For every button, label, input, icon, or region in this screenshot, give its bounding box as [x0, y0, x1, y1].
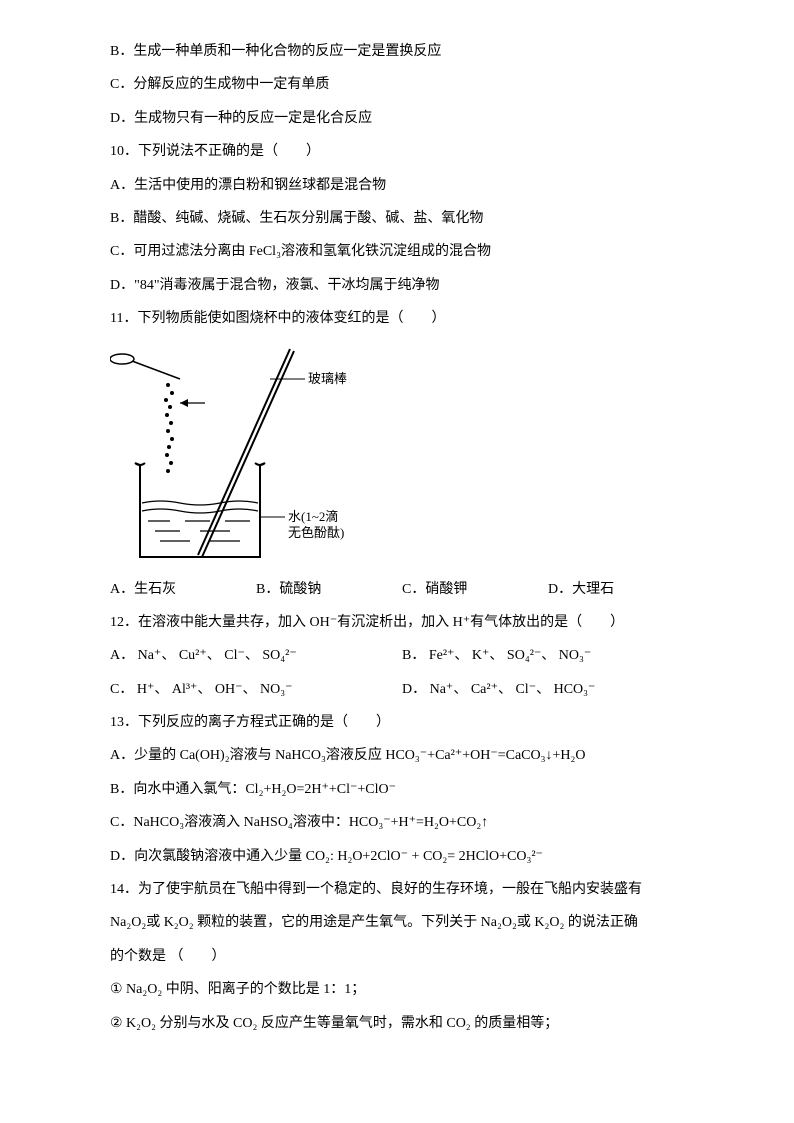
q12-option-b: B． Fe²⁺、 K⁺、 SO₄²⁻、 NO₃⁻ — [402, 645, 694, 667]
q13-option-d: D．向次氯酸钠溶液中通入少量 CO₂: H₂O+2ClO⁻ + CO₂= 2HC… — [110, 846, 694, 868]
q13-option-b: B．向水中通入氯气：Cl₂+H₂O=2H⁺+Cl⁻+ClO⁻ — [110, 779, 694, 801]
q10-option-c: C．可用过滤法分离由 FeCl₃溶液和氢氧化铁沉淀组成的混合物 — [110, 241, 694, 263]
q12-option-d: D． Na⁺、 Ca²⁺、 Cl⁻、 HCO₃⁻ — [402, 679, 694, 701]
option-b: B．生成一种单质和一种化合物的反应一定是置换反应 — [110, 41, 694, 63]
rod-label: 玻璃棒 — [308, 371, 347, 386]
question-13: 13．下列反应的离子方程式正确的是（ ） — [110, 712, 694, 734]
q12-options-row2: C． H⁺、 Al³⁺、 OH⁻、 NO₃⁻ D． Na⁺、 Ca²⁺、 Cl⁻… — [110, 679, 694, 701]
water-label-2: 无色酚酞) — [288, 525, 344, 540]
question-14-line3: 的个数是 （ ） — [110, 946, 694, 968]
q14-statement-2: ② K₂O₂ 分别与水及 CO₂ 反应产生等量氧气时，需水和 CO₂ 的质量相等… — [110, 1013, 694, 1035]
q12-option-c: C． H⁺、 Al³⁺、 OH⁻、 NO₃⁻ — [110, 679, 402, 701]
q11-option-b: B．硫酸钠 — [256, 579, 402, 601]
water-label-1: 水(1~2滴 — [288, 509, 338, 524]
option-c: C．分解反应的生成物中一定有单质 — [110, 74, 694, 96]
beaker-diagram: 玻璃棒 水(1~2滴 — [110, 345, 390, 565]
q12-options-row1: A． Na⁺、 Cu²⁺、 Cl⁻、 SO₄²⁻ B． Fe²⁺、 K⁺、 SO… — [110, 645, 694, 667]
q10-option-b: B．醋酸、纯碱、烧碱、生石灰分别属于酸、碱、盐、氧化物 — [110, 208, 694, 230]
question-12: 12．在溶液中能大量共存，加入 OH⁻有沉淀析出，加入 H⁺有气体放出的是（ ） — [110, 612, 694, 634]
q11-option-c: C．硝酸钾 — [402, 579, 548, 601]
q13-option-a: A．少量的 Ca(OH)₂溶液与 NaHCO₃溶液反应 HCO₃⁻+Ca²⁺+O… — [110, 745, 694, 767]
q10-option-d: D．"84"消毒液属于混合物，液氯、干冰均属于纯净物 — [110, 275, 694, 297]
question-10: 10．下列说法不正确的是（ ） — [110, 141, 694, 163]
q10-option-a: A．生活中使用的漂白粉和钢丝球都是混合物 — [110, 175, 694, 197]
q11-options: A．生石灰 B．硫酸钠 C．硝酸钾 D．大理石 — [110, 579, 694, 601]
q11-option-a: A．生石灰 — [110, 579, 256, 601]
question-14-line2: Na₂O₂或 K₂O₂ 颗粒的装置，它的用途是产生氧气。下列关于 Na₂O₂或 … — [110, 912, 694, 934]
q13-option-c: C．NaHCO₃溶液滴入 NaHSO₄溶液中：HCO₃⁻+H⁺=H₂O+CO₂↑ — [110, 812, 694, 834]
q12-option-a: A． Na⁺、 Cu²⁺、 Cl⁻、 SO₄²⁻ — [110, 645, 402, 667]
question-14-line1: 14．为了使宇航员在飞船中得到一个稳定的、良好的生存环境，一般在飞船内安装盛有 — [110, 879, 694, 901]
q14-statement-1: ① Na₂O₂ 中阴、阳离子的个数比是 1：1； — [110, 979, 694, 1001]
q11-option-d: D．大理石 — [548, 579, 694, 601]
question-11: 11．下列物质能使如图烧杯中的液体变红的是（ ） — [110, 308, 694, 330]
option-d: D．生成物只有一种的反应一定是化合反应 — [110, 108, 694, 130]
